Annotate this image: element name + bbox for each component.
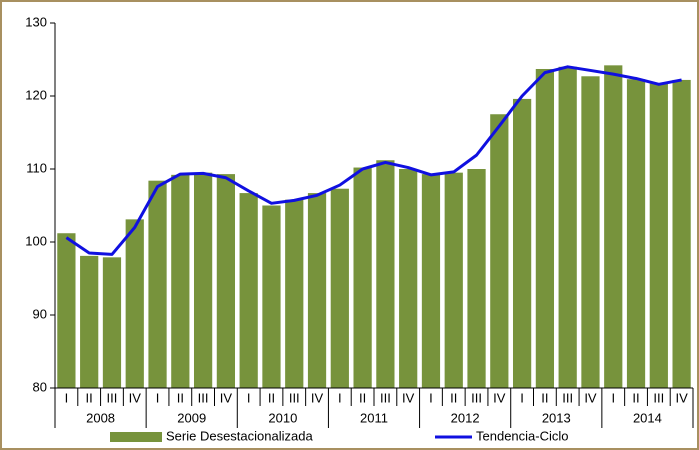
- x-group-label: 2009: [177, 410, 206, 425]
- x-tick-label: I: [247, 390, 251, 405]
- bar: [512, 98, 532, 389]
- x-tick-label: IV: [493, 390, 506, 405]
- x-tick-label: III: [562, 390, 573, 405]
- x-group-label: 2012: [451, 410, 480, 425]
- bar: [171, 174, 190, 388]
- bar: [421, 174, 441, 388]
- bar: [467, 169, 486, 388]
- y-tick-label: 130: [25, 14, 47, 29]
- x-tick-label: I: [338, 390, 342, 405]
- x-tick-label: I: [611, 390, 615, 405]
- x-tick-label: IV: [675, 390, 688, 405]
- x-tick-label: IV: [129, 390, 142, 405]
- bar: [80, 255, 99, 388]
- y-tick-label: 100: [25, 233, 47, 248]
- x-tick-label: II: [86, 390, 93, 405]
- x-tick-label: III: [653, 390, 664, 405]
- legend-label: Serie Desestacionalizada: [166, 428, 313, 443]
- bar: [399, 169, 418, 388]
- bar: [535, 68, 555, 389]
- x-tick-label: I: [65, 390, 69, 405]
- x-tick-label: IV: [311, 390, 324, 405]
- x-tick-label: III: [107, 390, 118, 405]
- bar: [285, 199, 304, 388]
- legend-swatch: [110, 432, 162, 442]
- bar: [626, 79, 646, 389]
- bar: [604, 65, 623, 388]
- bar: [330, 188, 349, 388]
- bar: [57, 233, 76, 388]
- legend-label: Tendencia-Ciclo: [476, 428, 569, 443]
- x-tick-label: IV: [402, 390, 415, 405]
- x-tick-label: II: [268, 390, 275, 405]
- bar: [649, 83, 668, 388]
- bar: [444, 172, 463, 388]
- bar: [672, 79, 691, 388]
- trend-line: [65, 65, 682, 256]
- x-group-label: 2010: [268, 410, 297, 425]
- x-tick-label: II: [177, 390, 184, 405]
- x-tick-label: II: [450, 390, 457, 405]
- bar: [558, 66, 577, 389]
- x-group-label: 2011: [360, 410, 388, 425]
- bar: [216, 174, 236, 388]
- bar: [581, 76, 600, 388]
- x-tick-label: I: [156, 390, 160, 405]
- x-group-label: 2013: [542, 410, 571, 425]
- y-tick-label: 120: [25, 87, 47, 102]
- x-tick-label: I: [520, 390, 524, 405]
- bar: [239, 193, 258, 388]
- bar: [102, 257, 122, 388]
- x-tick-label: II: [541, 390, 548, 405]
- x-tick-label: III: [380, 390, 391, 405]
- y-tick-label: 80: [33, 379, 47, 394]
- bar: [125, 219, 144, 388]
- y-tick-label: 110: [26, 160, 47, 175]
- x-tick-label: III: [289, 390, 300, 405]
- x-tick-label: I: [429, 390, 433, 405]
- x-tick-label: III: [198, 390, 209, 405]
- bar: [307, 193, 327, 388]
- x-group-label: 2008: [86, 410, 115, 425]
- x-tick-label: IV: [584, 390, 597, 405]
- bar: [148, 180, 167, 388]
- x-tick-label: III: [471, 390, 482, 405]
- y-tick-label: 90: [33, 306, 47, 321]
- x-tick-label: IV: [220, 390, 233, 405]
- bar: [376, 160, 395, 388]
- bar: [262, 205, 281, 388]
- x-tick-label: II: [632, 390, 639, 405]
- bar: [193, 172, 213, 388]
- bar: [490, 114, 509, 388]
- bar: [353, 167, 372, 388]
- x-group-label: 2014: [633, 410, 662, 425]
- x-tick-label: II: [359, 390, 366, 405]
